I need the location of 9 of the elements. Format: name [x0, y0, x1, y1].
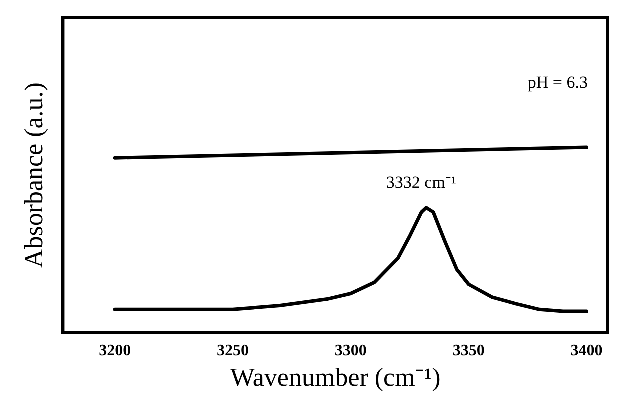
x-tick-label: 3400: [570, 342, 603, 360]
x-tick-label: 3250: [217, 342, 250, 360]
x-axis-title: Wavenumber (cm⁻¹): [230, 363, 441, 392]
x-tick-label: 3200: [99, 342, 132, 360]
x-tick-label: 3300: [334, 342, 367, 360]
text: pH = 6.3: [528, 73, 588, 92]
annotation: 3332 cm⁻¹: [386, 172, 457, 192]
x-tick-label: 3350: [452, 342, 485, 360]
y-axis-title: Absorbance (a.u.): [19, 82, 48, 268]
